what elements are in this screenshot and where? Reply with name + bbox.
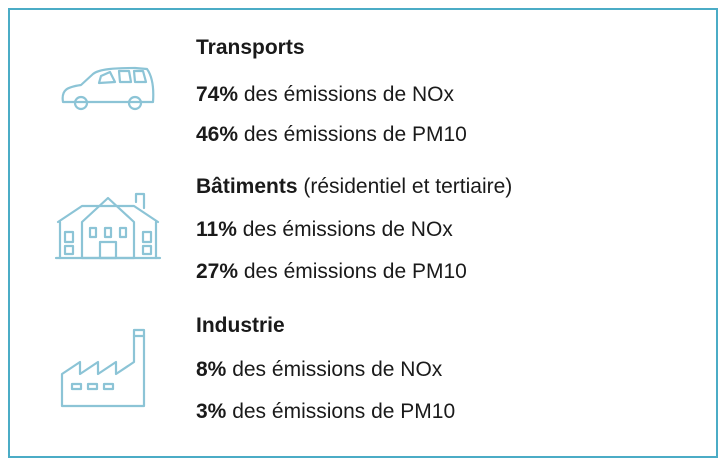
share: 46%: [196, 123, 239, 146]
stat-line: 11% des émissions de NOx: [196, 217, 453, 243]
stat-text: des émissions de PM10: [232, 400, 456, 423]
house-icon: [54, 192, 162, 260]
stat-text: des émissions de PM10: [243, 260, 467, 283]
stat-text: des émissions de NOx: [242, 218, 453, 241]
factory-icon: [60, 328, 146, 408]
sector-title: Industrie: [196, 313, 285, 339]
stat-text: des émissions de PM10: [243, 123, 467, 146]
page: Transports 74% des émissions de NOx 46% …: [8, 8, 718, 458]
share: 8%: [196, 358, 227, 381]
stat-line: 3% des émissions de PM10: [196, 399, 455, 425]
sector-qualifier: (résidentiel et tertiaire): [303, 175, 513, 198]
share: 27%: [196, 260, 239, 283]
sector-title: Transports: [196, 35, 305, 61]
share: 11%: [196, 218, 237, 241]
sector-name: Industrie: [196, 314, 285, 337]
stat-line: 46% des émissions de PM10: [196, 122, 467, 148]
sector-title: Bâtiments (résidentiel et tertiaire): [196, 174, 512, 200]
sector-name: Transports: [196, 36, 305, 59]
share: 74%: [196, 83, 239, 106]
stat-text: des émissions de NOx: [232, 358, 443, 381]
stat-line: 74% des émissions de NOx: [196, 82, 454, 108]
stat-line: 27% des émissions de PM10: [196, 259, 467, 285]
car-icon: [61, 66, 155, 111]
sector-name: Bâtiments: [196, 175, 298, 198]
stat-line: 8% des émissions de NOx: [196, 357, 442, 383]
stat-text: des émissions de NOx: [243, 83, 454, 106]
share: 3%: [196, 400, 227, 423]
